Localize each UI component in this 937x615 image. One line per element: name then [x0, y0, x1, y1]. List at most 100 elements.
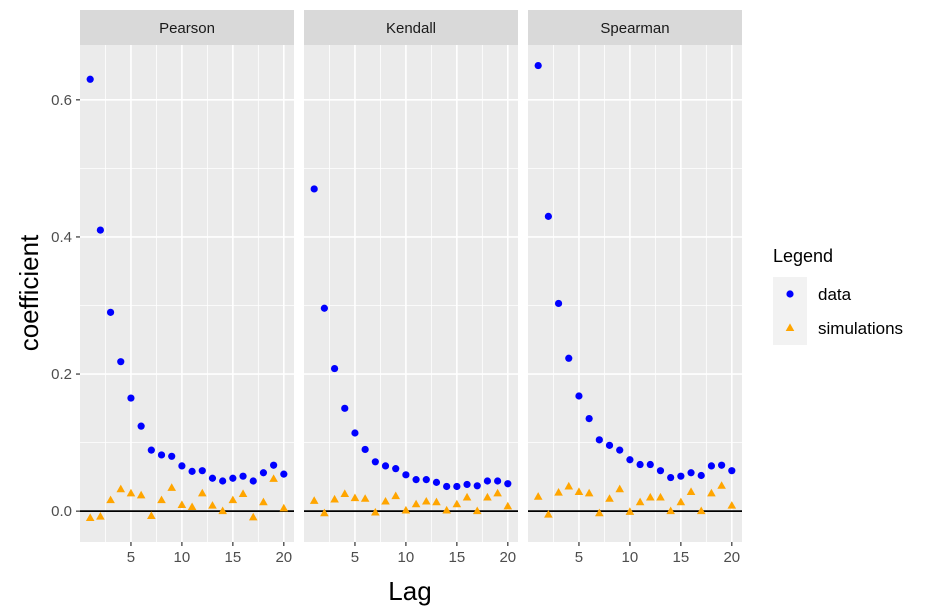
- simulation-point: [544, 509, 553, 518]
- data-point: [229, 474, 237, 482]
- simulation-point: [727, 501, 737, 509]
- simulation-point: [421, 496, 431, 505]
- data-point: [565, 354, 573, 362]
- data-point: [504, 480, 512, 488]
- y-tick-label: 0.6: [51, 92, 72, 109]
- data-point: [626, 456, 634, 464]
- simulation-point: [696, 506, 706, 515]
- simulation-point: [381, 496, 390, 505]
- data-point: [443, 482, 451, 491]
- data-point: [157, 451, 166, 459]
- simulation-point: [197, 488, 207, 497]
- data-point: [728, 467, 736, 475]
- x-tick-label: 15: [225, 549, 242, 566]
- data-point: [117, 358, 125, 366]
- data-point: [96, 226, 104, 234]
- simulation-point: [269, 474, 278, 482]
- simulation-point: [564, 481, 574, 490]
- simulation-point: [686, 487, 696, 495]
- data-point: [147, 446, 155, 454]
- simulation-point: [503, 501, 513, 510]
- x-tick-label: 5: [127, 549, 135, 566]
- x-tick-label: 5: [575, 549, 583, 566]
- data-point: [198, 467, 206, 475]
- simulation-point: [177, 500, 187, 508]
- data-point: [137, 422, 145, 430]
- simulation-point: [360, 494, 370, 502]
- data-point: [178, 462, 186, 470]
- x-tick-label: 15: [673, 549, 690, 566]
- data-point: [494, 477, 502, 485]
- data-point: [361, 445, 369, 454]
- simulation-point: [645, 492, 655, 501]
- data-point: [616, 446, 624, 454]
- data-point: [86, 75, 94, 83]
- x-tick-label: 20: [499, 549, 516, 566]
- data-point: [544, 212, 552, 220]
- simulation-point: [126, 488, 136, 497]
- simulation-point: [371, 507, 380, 516]
- simulation-point: [320, 508, 329, 517]
- data-point: [534, 61, 542, 70]
- data-point: [341, 404, 349, 412]
- data-point: [259, 469, 268, 477]
- data-point: [697, 471, 705, 480]
- simulation-point: [279, 503, 289, 512]
- simulation-point: [666, 506, 675, 515]
- data-point: [310, 185, 318, 193]
- simulation-point: [533, 492, 543, 500]
- simulation-point: [350, 493, 360, 502]
- simulation-point: [106, 495, 115, 504]
- simulation-point: [411, 499, 421, 508]
- data-point: [453, 482, 461, 491]
- data-point: [687, 469, 695, 477]
- data-point: [483, 477, 492, 485]
- x-tick-label: 10: [622, 549, 639, 566]
- legend-title: Legend: [773, 246, 833, 266]
- data-point: [575, 392, 583, 400]
- y-tick-label: 0.0: [51, 503, 72, 520]
- simulation-point: [116, 484, 126, 493]
- data-point: [320, 304, 328, 312]
- data-point: [402, 471, 410, 479]
- simulation-point: [401, 505, 411, 514]
- simulation-point: [330, 494, 339, 503]
- plot-background: [304, 45, 518, 542]
- simulation-point: [493, 488, 502, 497]
- x-tick-label: 15: [449, 549, 466, 566]
- data-point: [646, 460, 654, 469]
- panel-kendall: Kendall 5 10 15 20: [304, 10, 518, 566]
- simulation-point: [136, 490, 146, 499]
- simulation-point: [584, 488, 594, 497]
- strip-label: Kendall: [386, 20, 436, 37]
- simulation-point: [259, 497, 268, 506]
- data-point: [585, 415, 593, 423]
- y-axis-title: coefficient: [14, 234, 44, 351]
- simulation-point: [96, 512, 105, 520]
- data-point: [188, 467, 196, 475]
- data-point: [249, 477, 257, 485]
- data-point: [371, 458, 379, 466]
- simulation-point: [574, 487, 584, 495]
- y-tick-label: 0.2: [51, 366, 72, 383]
- data-point: [168, 452, 176, 460]
- data-point: [392, 465, 400, 473]
- simulation-point: [554, 488, 563, 496]
- simulation-point: [85, 513, 95, 522]
- simulation-point: [218, 506, 227, 515]
- x-tick-label: 5: [351, 549, 359, 566]
- panels-layer: Pearson 5 10 15 20 Kendall 5 10 15 20 Spearman 5 10 1…: [80, 10, 742, 566]
- strip-background: [80, 10, 294, 45]
- data-point: [270, 461, 278, 469]
- data-point: [718, 461, 726, 469]
- data-point: [219, 477, 227, 485]
- data-point: [636, 460, 644, 469]
- x-tick-label: 20: [275, 549, 292, 566]
- data-point: [280, 470, 288, 478]
- simulation-point: [147, 511, 156, 519]
- strip-background: [528, 10, 742, 45]
- y-tick-label: 0.4: [51, 229, 72, 246]
- data-point: [473, 482, 481, 490]
- legend-label-simulations: simulations: [818, 319, 903, 338]
